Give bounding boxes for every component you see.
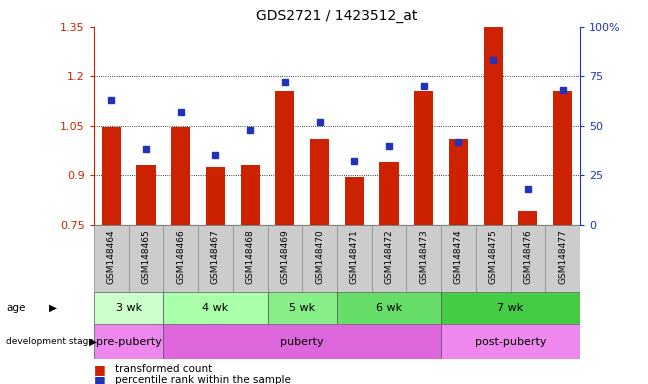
- Text: transformed count: transformed count: [115, 364, 212, 374]
- Bar: [483, 25, 503, 225]
- Text: percentile rank within the sample: percentile rank within the sample: [115, 375, 290, 384]
- Bar: [233, 225, 268, 292]
- Bar: [441, 292, 580, 324]
- Bar: [380, 162, 399, 225]
- Bar: [198, 225, 233, 292]
- Text: GSM148467: GSM148467: [211, 230, 220, 284]
- Text: post-puberty: post-puberty: [475, 337, 546, 347]
- Title: GDS2721 / 1423512_at: GDS2721 / 1423512_at: [256, 9, 418, 23]
- Text: 5 wk: 5 wk: [289, 303, 316, 313]
- Text: GSM148477: GSM148477: [558, 230, 567, 284]
- Text: age: age: [6, 303, 26, 313]
- Bar: [302, 225, 337, 292]
- Bar: [102, 127, 121, 225]
- Bar: [310, 139, 329, 225]
- Bar: [518, 212, 537, 225]
- Text: GSM148464: GSM148464: [107, 230, 116, 284]
- Text: GSM148475: GSM148475: [489, 230, 498, 284]
- Text: GSM148476: GSM148476: [524, 230, 533, 284]
- Bar: [268, 292, 337, 324]
- Bar: [275, 91, 294, 225]
- Bar: [553, 91, 572, 225]
- Text: GSM148466: GSM148466: [176, 230, 185, 284]
- Text: ▶: ▶: [49, 303, 56, 313]
- Bar: [337, 225, 372, 292]
- Text: puberty: puberty: [281, 337, 324, 347]
- Bar: [94, 292, 163, 324]
- Bar: [163, 324, 441, 359]
- Text: GSM148468: GSM148468: [246, 230, 255, 284]
- Bar: [406, 225, 441, 292]
- Bar: [545, 225, 580, 292]
- Bar: [268, 225, 302, 292]
- Bar: [441, 225, 476, 292]
- Bar: [476, 225, 511, 292]
- Bar: [441, 324, 580, 359]
- Text: 6 wk: 6 wk: [376, 303, 402, 313]
- Bar: [94, 225, 129, 292]
- Bar: [414, 91, 434, 225]
- Text: GSM148471: GSM148471: [350, 230, 359, 284]
- Text: GSM148474: GSM148474: [454, 230, 463, 284]
- Bar: [171, 127, 191, 225]
- Text: GSM148470: GSM148470: [315, 230, 324, 284]
- Bar: [206, 167, 225, 225]
- Bar: [240, 166, 260, 225]
- Bar: [163, 292, 268, 324]
- Text: GSM148465: GSM148465: [141, 230, 150, 284]
- Bar: [345, 177, 364, 225]
- Bar: [163, 225, 198, 292]
- Bar: [94, 324, 163, 359]
- Bar: [129, 225, 163, 292]
- Text: pre-puberty: pre-puberty: [96, 337, 161, 347]
- Text: GSM148469: GSM148469: [281, 230, 290, 284]
- Text: GSM148473: GSM148473: [419, 230, 428, 284]
- Bar: [137, 166, 156, 225]
- Text: 4 wk: 4 wk: [202, 303, 229, 313]
- Bar: [511, 225, 545, 292]
- Bar: [449, 139, 468, 225]
- Bar: [372, 225, 406, 292]
- Text: development stage: development stage: [6, 337, 95, 346]
- Text: ■: ■: [94, 374, 106, 384]
- Text: GSM148472: GSM148472: [384, 230, 393, 284]
- Text: ▶: ▶: [89, 337, 97, 347]
- Text: ■: ■: [94, 363, 106, 376]
- Text: 7 wk: 7 wk: [498, 303, 524, 313]
- Text: 3 wk: 3 wk: [115, 303, 142, 313]
- Bar: [337, 292, 441, 324]
